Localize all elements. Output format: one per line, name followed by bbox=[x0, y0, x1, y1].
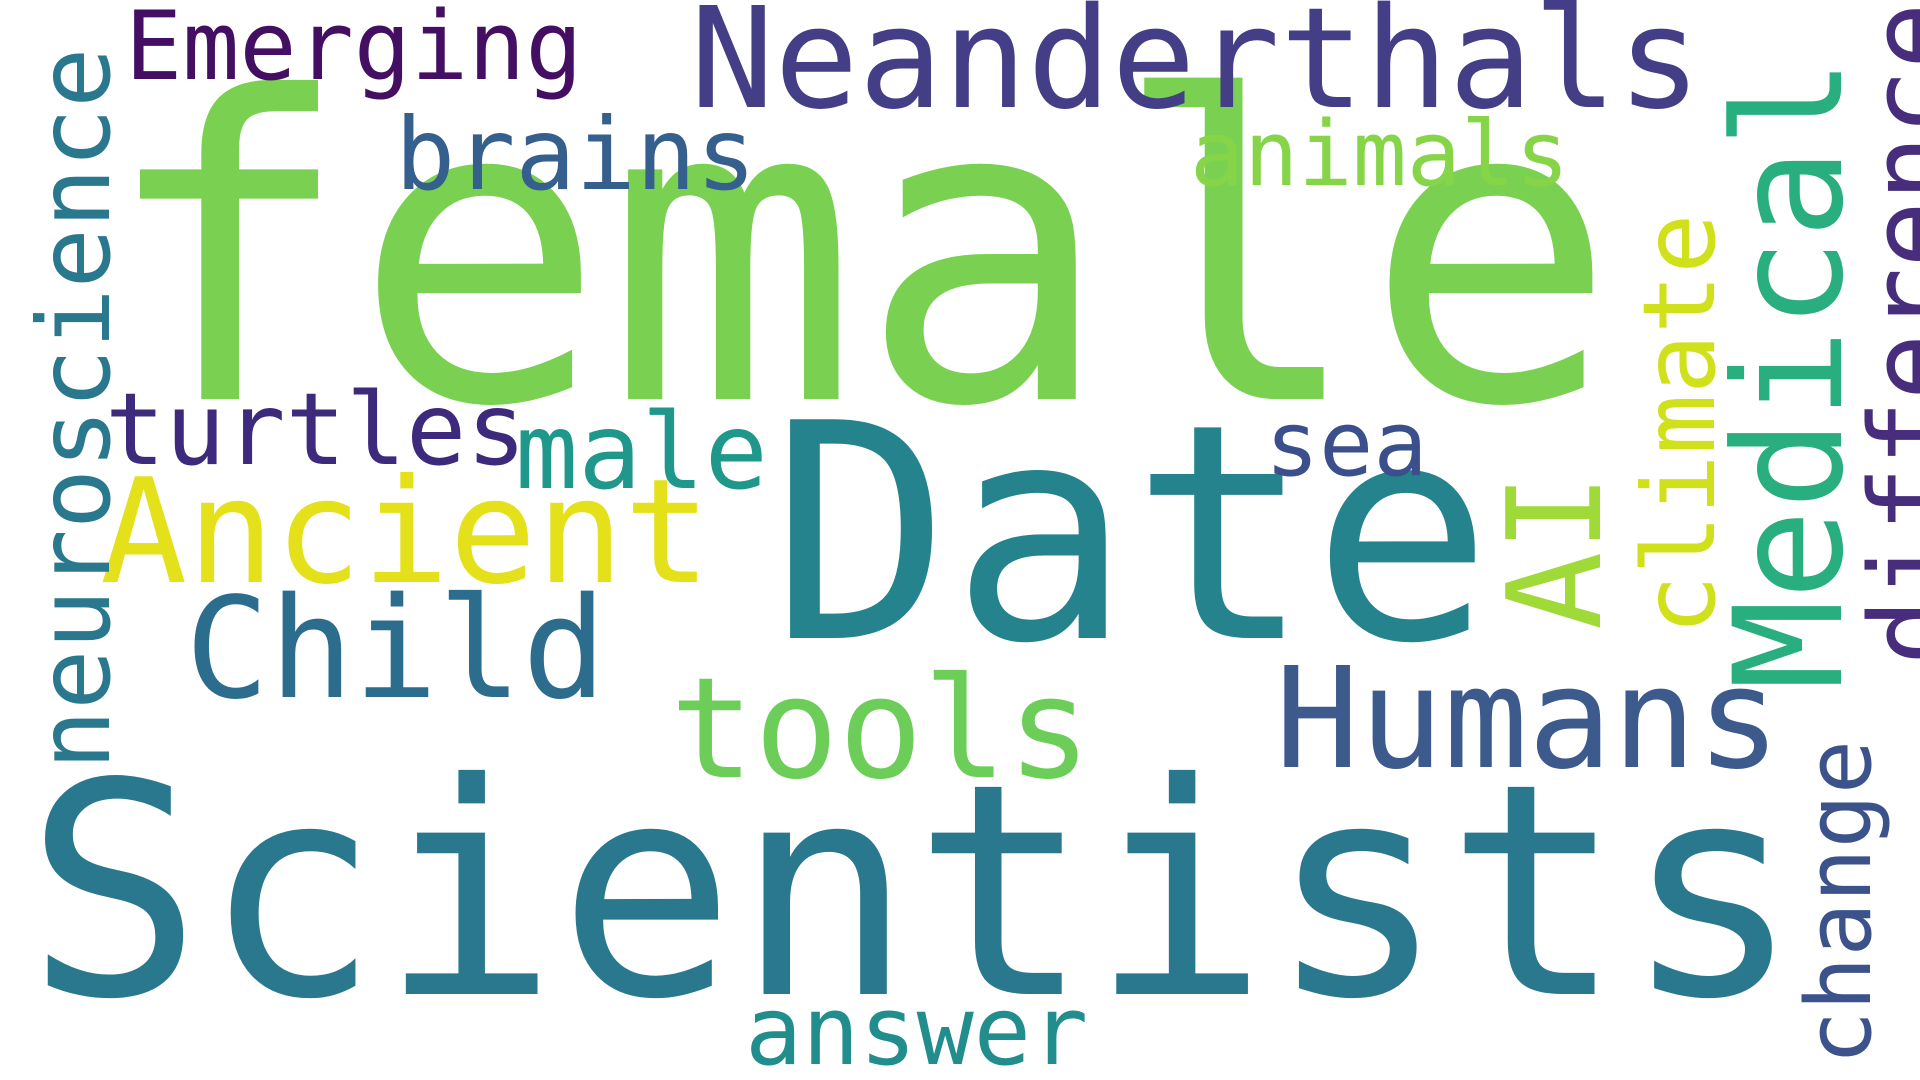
word-tools: tools bbox=[670, 648, 1092, 811]
word-climate: climate bbox=[1621, 213, 1738, 635]
word-turtles: turtles bbox=[105, 371, 527, 488]
word-ancient: Ancient bbox=[100, 448, 712, 617]
word-ai: AI bbox=[1479, 473, 1631, 630]
word-difference: difference bbox=[1846, 2, 1920, 665]
word-answer: answer bbox=[745, 977, 1089, 1080]
word-sea: sea bbox=[1265, 392, 1428, 497]
word-humans: Humans bbox=[1275, 638, 1781, 801]
word-brains: brains bbox=[395, 96, 757, 213]
word-emerging: Emerging bbox=[125, 0, 583, 102]
word-child: Child bbox=[185, 568, 607, 731]
word-neanderthals: Neanderthals bbox=[690, 0, 1702, 141]
word-male: male bbox=[515, 391, 768, 513]
word-neuroscience: neuroscience bbox=[16, 47, 133, 770]
word-female: female bbox=[100, 10, 1618, 499]
word-animals: animals bbox=[1190, 102, 1570, 207]
word-date: Date bbox=[770, 360, 1493, 709]
word-change: change bbox=[1787, 739, 1892, 1065]
word-scientists: Scientists bbox=[25, 720, 1802, 1064]
